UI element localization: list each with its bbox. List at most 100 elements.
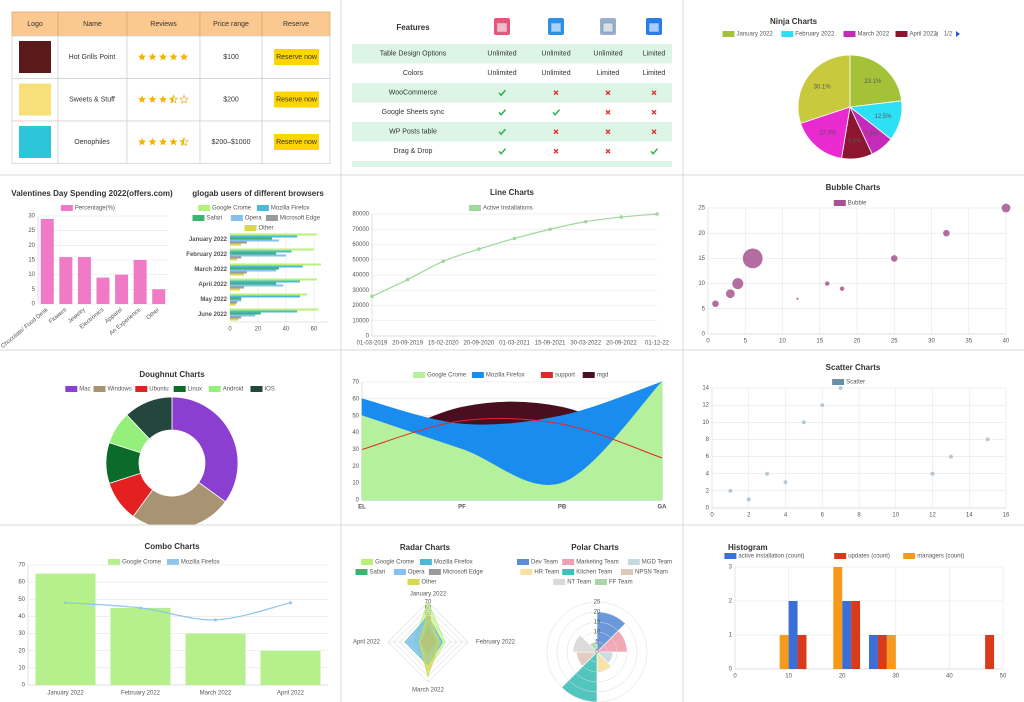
- y-tick-label: 4: [706, 471, 710, 477]
- legend-swatch: [517, 559, 529, 565]
- y-tick-label: 80000: [352, 212, 369, 218]
- plugin-icon-detail: [496, 22, 508, 33]
- check-icon: [498, 128, 507, 136]
- x-tick-label: 6: [821, 513, 825, 519]
- bar: [230, 243, 242, 246]
- panel: Bubble Charts Bubble 0 5 10 15 20 25 0 5 10 15 20 25 3…: [698, 183, 1011, 345]
- scatter-point: [801, 420, 806, 425]
- axis-label: March 2022: [412, 688, 444, 694]
- feature-row: [352, 141, 672, 161]
- legend-label: IOS: [265, 387, 275, 393]
- legend-swatch: [355, 569, 368, 575]
- y-tick-label: 3: [729, 565, 733, 571]
- x-tick-label: 40: [946, 674, 953, 680]
- legend-label: Android: [223, 387, 244, 393]
- y-tick-label: 20: [18, 648, 25, 654]
- plugin-icon-detail: [602, 22, 614, 33]
- y-tick-label: January 2022: [189, 237, 228, 243]
- legend-swatch: [413, 372, 426, 378]
- bar: [230, 295, 300, 298]
- legend-label: Mac: [79, 387, 90, 393]
- x-tick-label: PF: [458, 505, 466, 511]
- table-cell: [126, 35, 201, 79]
- legend-swatch: [428, 569, 441, 575]
- reserve-button[interactable]: [274, 49, 319, 65]
- y-tick-label: 10: [352, 481, 359, 487]
- legend-swatch: [520, 569, 533, 575]
- feature-label: Google Sheets sync: [382, 109, 445, 116]
- bar: [230, 310, 298, 313]
- feature-row: [352, 122, 672, 142]
- bar: [230, 271, 247, 274]
- legend-swatch: [393, 569, 406, 575]
- legend-label: Dev Team: [531, 560, 558, 566]
- scatter-point: [746, 497, 751, 502]
- reserve-label: Reserve now: [276, 96, 318, 103]
- header-cell: [11, 11, 59, 37]
- reserve-button[interactable]: [274, 91, 319, 108]
- legend-next[interactable]: [956, 31, 960, 37]
- y-tick-label: May 2022: [200, 297, 227, 303]
- line-point: [139, 606, 142, 610]
- legend-label: Google Crome: [427, 373, 467, 379]
- grid-ring: [556, 611, 638, 693]
- bar: [230, 284, 284, 287]
- x-tick-label: April 2022: [277, 691, 305, 697]
- legend-label: Kitchen Team: [576, 570, 612, 576]
- pie-slice: [126, 396, 173, 440]
- bar: [230, 280, 300, 283]
- line-point: [583, 219, 588, 224]
- bar: [230, 241, 247, 244]
- legend-swatch: [208, 386, 221, 392]
- star: [148, 52, 157, 61]
- panel: Combo Charts Google Crome Mozilla Firefox 0…: [18, 542, 328, 697]
- x-tick-label: Chocolate/ Food Desk: [0, 307, 50, 350]
- legend-label: NT Team: [567, 580, 591, 586]
- legend-label: NPSN Team: [635, 570, 668, 576]
- axis-label: April 2022: [353, 640, 381, 646]
- check-icon: [552, 109, 561, 116]
- chart-title: Doughnut Charts: [139, 370, 205, 379]
- bar: [152, 289, 166, 304]
- bar: [230, 318, 239, 321]
- bar: [35, 573, 96, 685]
- x-tick-label: 35: [965, 339, 972, 345]
- y-tick-label: 10000: [352, 318, 369, 324]
- legend-label: January 2022: [737, 32, 774, 38]
- cross-icon: [553, 90, 559, 96]
- logo: [19, 83, 51, 116]
- bubble: [890, 255, 898, 262]
- grid-ring: [566, 621, 628, 683]
- scatter-point: [948, 454, 953, 459]
- restaurant-name: Hot Grills Point: [69, 54, 116, 61]
- chart-title: Ninja Charts: [770, 17, 818, 26]
- bubble: [1001, 203, 1011, 213]
- axis-label: January 2022: [410, 592, 447, 598]
- legend-label: FF Team: [609, 580, 633, 586]
- feature-label: Colors: [403, 70, 424, 77]
- feature-label: WooCommerce: [389, 90, 438, 97]
- y-tick-label: April 2022: [198, 282, 227, 288]
- cross-icon: [605, 90, 611, 96]
- x-tick-label: PB: [558, 505, 567, 511]
- table-cell: [57, 78, 128, 122]
- y-tick-label: 30: [352, 447, 359, 453]
- x-tick-label: 0: [228, 327, 232, 333]
- feature-row: [352, 102, 672, 122]
- chart-title: Scatter Charts: [826, 363, 881, 372]
- x-tick-label: January 2022: [47, 691, 84, 697]
- bar: [230, 301, 237, 304]
- bar: [230, 250, 292, 253]
- chart-title: Radar Charts: [400, 543, 451, 552]
- header-label: Reviews: [150, 21, 177, 28]
- y-tick-label: 0: [32, 302, 36, 308]
- legend-label: Opera: [245, 216, 262, 222]
- reserve-button[interactable]: [274, 134, 319, 150]
- bar: [230, 269, 277, 272]
- legend-label: Mozilla Firefox: [434, 560, 473, 566]
- panel: Histogram active installation (count) upda…: [724, 543, 1007, 680]
- x-tick-label: 15-02-2020: [428, 341, 459, 347]
- legend-prev[interactable]: [934, 31, 938, 37]
- legend-label: February 2022: [795, 32, 835, 38]
